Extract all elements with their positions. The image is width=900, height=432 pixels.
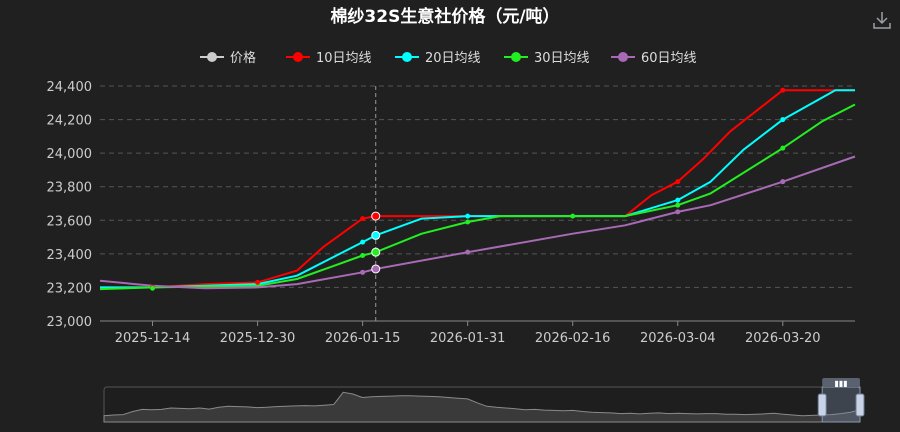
series-line-1[interactable] [100,89,855,289]
x-tick-label: 2025-12-30 [220,331,296,346]
data-point[interactable] [360,253,366,259]
data-point[interactable] [675,209,681,215]
series-lines[interactable] [99,89,856,291]
legend-label: 30日均线 [534,51,590,66]
data-point[interactable] [150,285,156,291]
data-point[interactable] [255,279,261,285]
data-point[interactable] [371,211,381,221]
x-tick-label: 2026-01-15 [325,331,401,346]
legend-item-2[interactable]: 20日均线 [395,51,481,66]
data-point[interactable] [465,213,471,219]
data-point[interactable] [780,87,786,93]
legend-marker [207,52,217,62]
x-axis: 2025-12-14 2025-12-30 2026-01-15 2026-01-31… [115,321,821,346]
x-tick-label: 2026-02-16 [535,331,611,346]
data-point[interactable] [780,117,786,123]
zoom-window[interactable] [821,386,861,423]
legend: 价格 10日均线 20日均线 30日均线 60日均线 [200,50,697,66]
zoom-handle-left[interactable] [817,393,827,417]
y-tick-label: 23,800 [47,181,93,196]
legend-marker [511,52,521,62]
legend-marker [618,52,628,62]
legend-item-3[interactable]: 30日均线 [504,51,590,66]
legend-label: 10日均线 [316,51,372,66]
data-point[interactable] [465,249,471,255]
series-line-2[interactable] [100,89,855,289]
data-point[interactable] [675,197,681,203]
legend-marker [293,52,303,62]
y-tick-label: 24,200 [47,114,93,129]
series-line-3[interactable] [99,103,856,291]
y-tick-label: 23,400 [47,248,93,263]
data-point[interactable] [675,179,681,185]
chart-title: 棉纱32S生意社价格（元/吨） [330,6,559,27]
y-tick-label: 23,000 [47,315,93,330]
data-point[interactable] [371,230,381,240]
x-tick-label: 2026-03-20 [745,331,821,346]
zoom-overview-area [103,391,861,423]
legend-item-0[interactable]: 价格 [200,50,256,66]
data-point[interactable] [360,269,366,275]
legend-label: 价格 [230,50,256,66]
y-tick-label: 24,000 [47,147,93,162]
legend-label: 60日均线 [641,51,697,66]
data-point[interactable] [360,239,366,245]
x-tick-label: 2025-12-14 [115,331,191,346]
grid [100,85,855,322]
y-tick-label: 23,200 [47,281,93,296]
grip-icon: ▮▮▮ [834,379,847,388]
data-point[interactable] [780,145,786,151]
series-line-4[interactable] [99,155,856,290]
series-markers[interactable] [150,87,786,291]
data-point[interactable] [371,247,381,257]
data-zoom-slider[interactable]: ▮▮▮ [103,378,865,423]
data-point[interactable] [465,219,471,225]
data-point[interactable] [675,202,681,208]
legend-item-4[interactable]: 60日均线 [611,51,697,66]
download-icon[interactable] [870,8,894,32]
legend-marker [402,52,412,62]
zoom-handle-right[interactable] [855,393,865,417]
x-tick-label: 2026-01-31 [430,331,506,346]
y-axis: 23,000 23,200 23,400 23,600 23,800 24,000 24,2… [47,80,93,330]
data-point[interactable] [570,213,576,219]
legend-label: 20日均线 [425,51,481,66]
zoom-window-top-bar[interactable] [822,378,860,387]
y-tick-label: 24,400 [47,80,93,95]
legend-item-1[interactable]: 10日均线 [286,51,372,66]
y-tick-label: 23,600 [47,214,93,229]
data-point[interactable] [360,216,366,222]
data-point[interactable] [780,179,786,185]
x-tick-label: 2026-03-04 [640,331,716,346]
data-point[interactable] [371,264,381,274]
